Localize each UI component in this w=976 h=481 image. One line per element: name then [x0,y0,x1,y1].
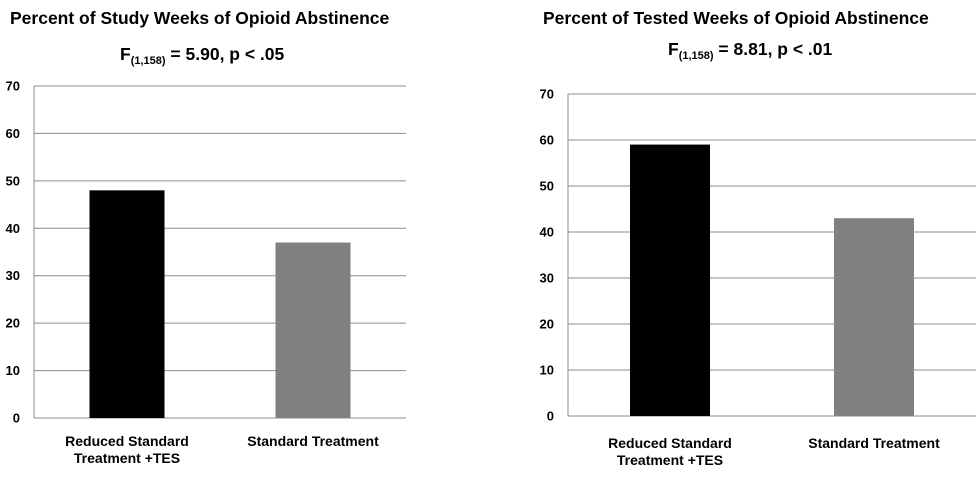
y-tick-label: 70 [540,87,554,102]
x-category-label: Treatment +TES [617,452,723,468]
stat-subscript: (1,158) [678,50,714,62]
chart-statistic: F(1,158) = 5.90, p < .05 [120,44,284,67]
y-tick-label: 30 [6,268,20,283]
stat-prefix: F [120,44,131,64]
bar [630,144,710,416]
chart-panel-study-weeks: Percent of Study Weeks of Opioid Abstine… [0,0,440,481]
chart-panel-tested-weeks: Percent of Tested Weeks of Opioid Abstin… [520,0,976,481]
y-tick-label: 60 [6,126,20,141]
y-tick-label: 40 [6,221,20,236]
x-category-label: Treatment +TES [74,450,180,466]
stat-value: = 8.81, p < .01 [713,39,833,59]
x-category-label: Reduced Standard [608,435,732,451]
y-tick-label: 70 [6,79,20,94]
bar-chart-study-weeks: 0 10 20 30 40 50 60 70 Reduced StandardTreatment… [6,79,406,466]
x-category-label: Standard Treatment [247,433,379,449]
y-tick-label: 0 [547,409,554,424]
x-category-label: Standard Treatment [808,435,940,451]
y-tick-label: 20 [540,317,554,332]
y-tick-label: 60 [540,133,554,148]
bar [89,190,165,418]
y-tick-label: 40 [540,225,554,240]
y-tick-label: 10 [540,363,554,378]
chart-statistic: F(1,158) = 8.81, p < .01 [668,39,832,62]
y-tick-label: 0 [13,411,20,426]
stat-subscript: (1,158) [130,55,166,67]
bar [834,218,914,416]
y-tick-label: 20 [6,316,20,331]
y-tick-label: 30 [540,271,554,286]
bar [275,242,351,418]
x-category-label: Reduced Standard [65,433,189,449]
chart-title: Percent of Tested Weeks of Opioid Abstin… [543,8,929,28]
chart-title: Percent of Study Weeks of Opioid Abstine… [10,8,390,28]
bar-chart-tested-weeks: 0 10 20 30 40 50 60 70 Reduced StandardTreatment… [540,87,976,468]
y-tick-label: 10 [6,363,20,378]
y-tick-label: 50 [540,179,554,194]
stat-prefix: F [668,39,679,59]
stat-value: = 5.90, p < .05 [165,44,285,64]
y-tick-label: 50 [6,173,20,188]
